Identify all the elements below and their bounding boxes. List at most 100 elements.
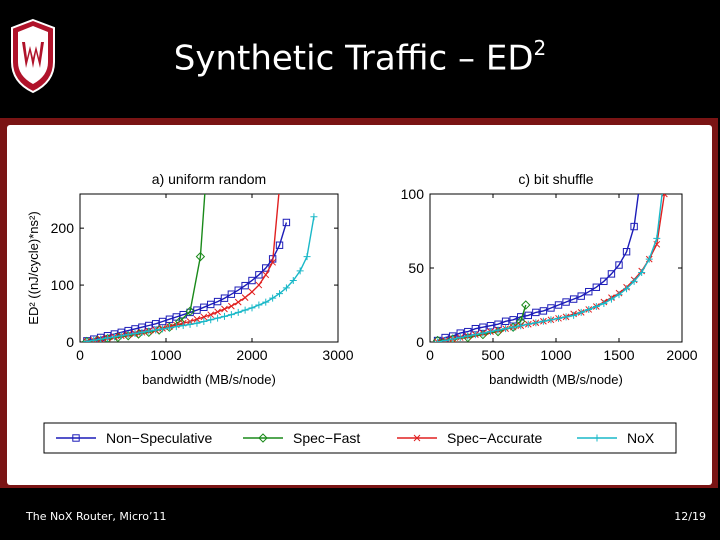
data-point <box>547 304 555 312</box>
data-point <box>255 271 263 279</box>
data-point <box>638 268 646 276</box>
data-point <box>241 281 249 290</box>
data-point <box>539 307 548 315</box>
x-tick-label: 1000 <box>150 347 181 363</box>
data-point <box>104 334 112 342</box>
data-point <box>179 321 187 329</box>
data-point <box>600 300 608 308</box>
data-point <box>200 313 208 321</box>
data-point <box>172 323 180 331</box>
data-point <box>262 298 270 306</box>
legend-frame <box>43 422 677 454</box>
slide-title-superscript: 2 <box>533 36 547 60</box>
data-point <box>615 261 623 269</box>
slide-number: 12/19 <box>674 510 706 523</box>
data-point <box>577 292 585 300</box>
data-point <box>486 328 494 336</box>
data-point <box>508 322 518 332</box>
data-point <box>255 301 263 309</box>
data-point <box>296 267 304 275</box>
data-point <box>447 334 458 342</box>
data-point <box>159 325 167 333</box>
chart-bit-shuffle: c) bit shuffle 0 500 1000 1500 2000 0 50 100 band… <box>401 171 698 387</box>
data-point <box>234 298 242 306</box>
y-tick-label: 200 <box>51 220 75 236</box>
data-point <box>227 290 236 298</box>
data-point <box>269 294 277 302</box>
data-point <box>592 283 601 291</box>
chart-uniform-random: a) uniform random 0 1000 2000 3000 0 100 200 ban… <box>26 171 354 387</box>
data-point <box>241 294 249 301</box>
data-point <box>562 298 570 306</box>
chart-title: a) uniform random <box>152 171 266 187</box>
data-point <box>186 320 194 328</box>
y-tick-label: 0 <box>416 334 424 350</box>
legend-marker <box>258 433 268 443</box>
legend-marker <box>593 434 601 442</box>
series-line <box>86 216 315 342</box>
data-point <box>117 332 125 340</box>
data-point <box>562 313 570 321</box>
data-point <box>570 311 578 319</box>
data-point <box>441 337 449 342</box>
data-point <box>82 336 92 342</box>
y-tick-label: 100 <box>401 186 425 202</box>
x-tick-label: 3000 <box>322 347 353 363</box>
y-tick-label: 50 <box>408 260 424 276</box>
legend-marker <box>72 434 80 442</box>
data-point <box>310 213 318 221</box>
x-axis-label: bandwidth (MB/s/node) <box>489 372 623 387</box>
chart-title: c) bit shuffle <box>518 171 593 187</box>
data-point <box>645 255 653 263</box>
data-point <box>234 308 242 316</box>
data-point <box>220 312 228 320</box>
plot-area <box>79 193 339 343</box>
data-point <box>193 315 201 323</box>
data-point <box>214 314 222 322</box>
data-point <box>110 333 118 341</box>
data-point <box>630 277 638 285</box>
data-point <box>241 306 249 314</box>
data-point <box>248 276 256 285</box>
data-point <box>502 325 510 333</box>
data-point <box>494 326 502 334</box>
data-point <box>152 326 160 334</box>
data-point <box>585 305 593 313</box>
legend-label: Spec−Accurate <box>447 430 543 446</box>
data-point <box>623 285 631 293</box>
x-tick-label: 500 <box>481 347 505 363</box>
data-point <box>83 337 91 342</box>
data-point <box>464 332 472 340</box>
data-point <box>449 335 457 342</box>
data-point <box>303 253 311 261</box>
legend-label: Non−Speculative <box>106 430 212 446</box>
data-point <box>282 284 290 292</box>
legend-marker <box>413 434 421 442</box>
data-point <box>138 328 146 336</box>
legend-label: Spec−Fast <box>293 430 360 446</box>
series-group <box>82 194 318 342</box>
x-tick-label: 1000 <box>540 347 571 363</box>
data-point <box>555 314 563 322</box>
data-point <box>193 319 201 327</box>
data-point <box>124 331 132 339</box>
data-point <box>569 295 578 303</box>
data-point <box>255 281 263 289</box>
chart-legend: Non−Speculative Spec−Fast Spec−Accurate NoX <box>43 422 677 454</box>
data-point <box>521 300 531 310</box>
data-point <box>434 338 441 342</box>
data-point <box>97 335 105 342</box>
data-point <box>248 288 256 296</box>
data-point <box>517 322 525 330</box>
data-point <box>607 270 616 278</box>
data-point <box>532 319 540 327</box>
data-point <box>276 290 284 298</box>
x-tick-label: 1500 <box>603 347 634 363</box>
data-point <box>592 302 600 310</box>
data-point <box>630 222 638 231</box>
data-point <box>554 301 563 309</box>
university-crest-logo <box>11 18 55 94</box>
data-point <box>524 311 532 320</box>
data-point <box>289 277 297 285</box>
